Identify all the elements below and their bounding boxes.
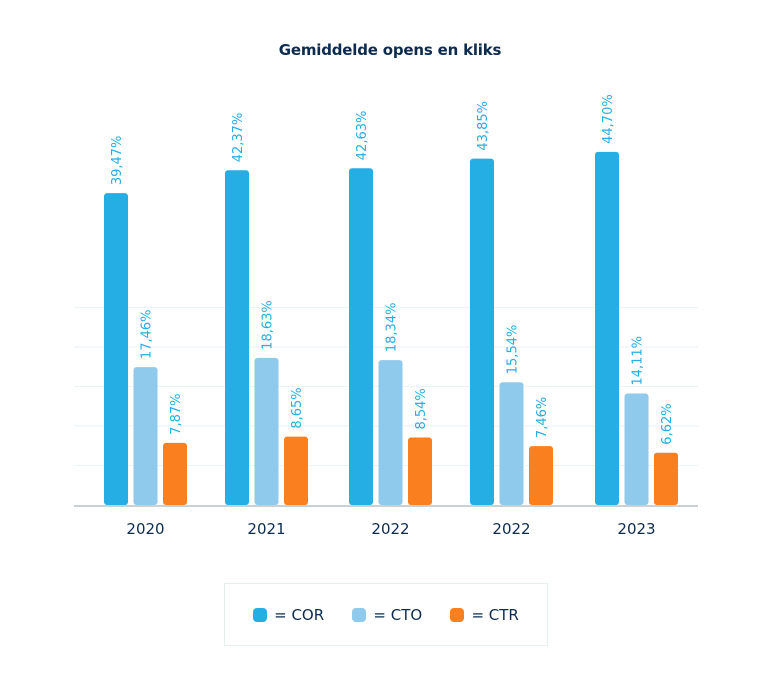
- data-label-cto: 15,54%: [506, 325, 521, 375]
- bar-ctr-2021: [284, 436, 308, 505]
- legend-item-cor: = COR: [253, 606, 324, 624]
- legend-label-ctr: = CTR: [471, 605, 519, 624]
- legend-label-cor: = COR: [274, 605, 325, 624]
- data-label-cor: 43,85%: [476, 101, 491, 151]
- legend-label-cto: = CTO: [373, 605, 423, 624]
- bar-cor-2022: [470, 158, 494, 505]
- bar-ctr-2020: [163, 442, 187, 505]
- data-label-cto: 18,63%: [261, 300, 276, 350]
- bar-ctr-2023: [654, 452, 678, 505]
- bar-cto-2022: [499, 382, 524, 505]
- data-label-cor: 44,70%: [601, 94, 616, 144]
- x-tick-label: 2023: [617, 520, 655, 538]
- x-tick-label: 2022: [371, 520, 409, 538]
- chart-legend: = COR = CTO = CTR: [224, 583, 548, 646]
- legend-swatch-cto: [352, 607, 367, 622]
- bar-cto-2022: [378, 360, 403, 505]
- data-label-cto: 14,11%: [631, 336, 646, 386]
- bar-cor-2020: [104, 193, 128, 505]
- data-label-cto: 17,46%: [140, 309, 155, 359]
- data-label-cor: 39,47%: [110, 136, 125, 186]
- data-label-ctr: 8,65%: [290, 387, 305, 428]
- bar-cto-2021: [254, 357, 279, 505]
- bar-cor-2023: [595, 151, 619, 505]
- bar-ctr-2022: [529, 446, 553, 505]
- bar-cto-2023: [624, 393, 649, 505]
- x-tick-label: 2021: [247, 520, 285, 538]
- bar-cor-2021: [225, 170, 249, 506]
- legend-item-ctr: = CTR: [450, 605, 519, 624]
- legend-item-cto: = CTO: [352, 606, 422, 624]
- data-label-cor: 42,63%: [355, 111, 370, 161]
- data-label-ctr: 8,54%: [414, 388, 429, 429]
- chart-title: Gemiddelde opens en kliks: [278, 41, 502, 59]
- data-label-ctr: 7,87%: [169, 394, 184, 435]
- bar-ctr-2022: [408, 437, 432, 505]
- data-label-cto: 18,34%: [385, 303, 400, 353]
- data-label-cor: 42,37%: [231, 113, 246, 163]
- x-tick-label: 2022: [492, 520, 530, 538]
- bar-cor-2022: [349, 168, 373, 505]
- data-label-ctr: 6,62%: [660, 403, 675, 444]
- bar-cto-2020: [133, 367, 158, 505]
- legend-swatch-cor: [253, 607, 268, 622]
- legend-swatch-ctr: [450, 607, 465, 622]
- x-tick-label: 2020: [126, 520, 164, 538]
- data-label-ctr: 7,46%: [535, 397, 550, 438]
